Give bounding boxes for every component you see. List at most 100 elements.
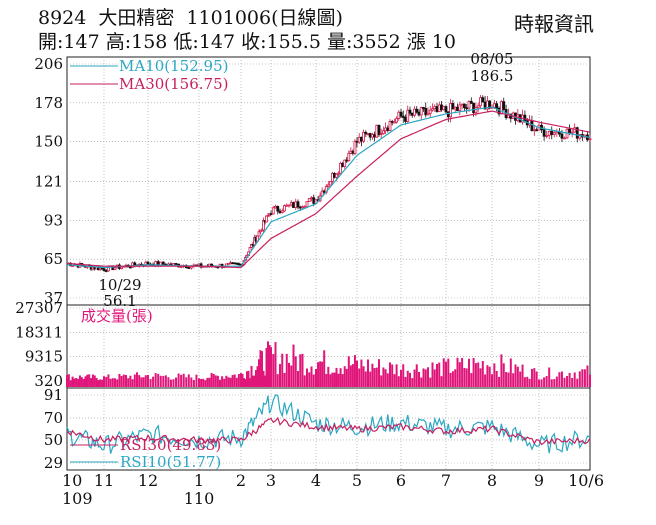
volume-bar bbox=[221, 376, 224, 387]
volume-bar bbox=[185, 377, 188, 387]
volume-bar bbox=[144, 375, 147, 387]
candle-body bbox=[469, 100, 473, 104]
chart-title: 8924 大田精密 1101006(日線圖) bbox=[38, 7, 343, 29]
volume-bar bbox=[373, 368, 376, 387]
volume-bar bbox=[488, 366, 491, 387]
volume-bar bbox=[198, 378, 200, 387]
candle-body bbox=[588, 138, 592, 141]
volume-bar bbox=[530, 368, 533, 387]
volume-bar bbox=[164, 375, 167, 387]
volume-bar bbox=[162, 375, 165, 387]
candle-body bbox=[474, 107, 478, 114]
chart-labels: 2061781501219365372730718311931532091705… bbox=[15, 50, 604, 508]
volume-bar bbox=[157, 373, 160, 387]
candle-body bbox=[442, 106, 446, 111]
candle-body bbox=[460, 103, 464, 106]
volume-bar bbox=[540, 379, 543, 387]
candle-body bbox=[347, 153, 351, 162]
candle-body bbox=[440, 104, 443, 111]
volume-bar bbox=[362, 366, 365, 387]
volume-bar bbox=[571, 377, 574, 387]
low-date-label: 10/29 bbox=[98, 276, 141, 294]
candle-body bbox=[437, 104, 441, 112]
volume-bar bbox=[436, 363, 438, 387]
volume-bar bbox=[125, 375, 127, 387]
volume-bar bbox=[109, 378, 112, 387]
x-tick-label: 8 bbox=[487, 471, 497, 490]
candle-body bbox=[266, 215, 270, 217]
candle-body bbox=[375, 124, 379, 138]
candle-body bbox=[174, 263, 178, 265]
volume-bar bbox=[397, 376, 400, 387]
candle-body bbox=[307, 198, 311, 202]
candle-body bbox=[523, 114, 527, 122]
candle-body bbox=[335, 173, 338, 178]
candle-body bbox=[197, 263, 201, 266]
volume-bar bbox=[105, 376, 108, 387]
rsi30-line bbox=[66, 416, 591, 446]
volume-bar bbox=[270, 347, 272, 387]
volume-bar bbox=[353, 355, 356, 387]
candle-body bbox=[280, 210, 284, 213]
volume-bar bbox=[341, 374, 344, 387]
candle-body bbox=[575, 127, 579, 139]
volume-bar bbox=[261, 351, 263, 387]
volume-bar bbox=[548, 367, 551, 387]
volume-bar bbox=[258, 359, 260, 387]
volume-bar bbox=[208, 377, 211, 387]
candle-body bbox=[257, 231, 261, 237]
volume-bar bbox=[384, 369, 387, 387]
volume-bar bbox=[147, 375, 149, 387]
price-tick-label: 37 bbox=[44, 289, 63, 307]
candle-body bbox=[395, 118, 399, 123]
volume-bar bbox=[200, 378, 203, 387]
volume-bar bbox=[481, 360, 484, 387]
price-tick-label: 93 bbox=[44, 211, 63, 229]
volume-bar bbox=[71, 376, 74, 387]
volume-bar bbox=[526, 376, 529, 387]
volume-bar bbox=[400, 369, 402, 387]
candle-body bbox=[479, 97, 482, 107]
volume-bar bbox=[447, 358, 450, 387]
volume-bar bbox=[315, 368, 317, 387]
volume-bar bbox=[297, 370, 299, 387]
volume-bar bbox=[142, 377, 145, 387]
panel-frames bbox=[66, 56, 591, 471]
volume-bar bbox=[312, 374, 315, 387]
volume-bar bbox=[129, 375, 132, 387]
volume-bar bbox=[456, 357, 459, 387]
volume-bar bbox=[484, 374, 487, 387]
candle-body bbox=[379, 133, 383, 135]
volume-bar bbox=[358, 368, 361, 387]
candle-body bbox=[339, 163, 343, 174]
candle-body bbox=[276, 205, 280, 212]
volume-bar bbox=[375, 367, 378, 387]
volume-bar bbox=[406, 370, 409, 387]
candle-body bbox=[120, 266, 123, 269]
volume-bar bbox=[500, 354, 503, 387]
volume-bar bbox=[190, 377, 193, 387]
volume-bar bbox=[337, 373, 340, 387]
year-label: 110 bbox=[184, 489, 215, 508]
volume-bar bbox=[568, 372, 571, 387]
price-tick-label: 206 bbox=[34, 55, 63, 73]
volume-bar bbox=[301, 353, 304, 387]
volume-bar bbox=[249, 378, 251, 387]
volume-bar bbox=[333, 372, 336, 387]
volume-bar bbox=[252, 375, 254, 387]
volume-bar bbox=[192, 379, 195, 387]
candle-body bbox=[431, 108, 434, 111]
volume-bar bbox=[495, 370, 498, 387]
volume-bar bbox=[233, 374, 236, 387]
volume-bar bbox=[474, 363, 477, 387]
volume-bar bbox=[116, 379, 119, 387]
volume-bar bbox=[581, 369, 584, 387]
candle-body bbox=[492, 103, 496, 108]
high-date-label: 08/05 bbox=[470, 50, 513, 68]
volume-bar bbox=[101, 379, 104, 387]
volume-bar bbox=[431, 362, 434, 387]
volume-bar bbox=[535, 371, 538, 387]
volume-bar bbox=[472, 358, 475, 387]
volume-bar bbox=[306, 368, 308, 387]
candle-body bbox=[446, 111, 450, 118]
